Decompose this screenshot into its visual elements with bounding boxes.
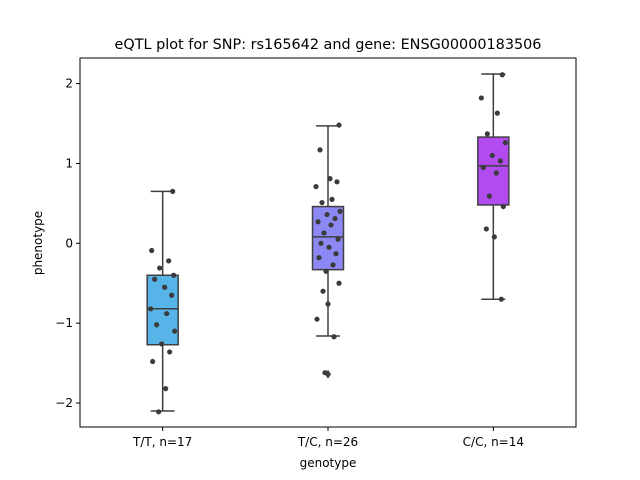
- y-tick-label: −1: [55, 316, 73, 330]
- x-tick-label: T/T, n=17: [132, 435, 192, 449]
- data-point: [314, 316, 320, 322]
- x-axis-label: genotype: [300, 456, 357, 470]
- box-group: [146, 190, 179, 412]
- plot-area: [146, 72, 510, 415]
- data-point: [478, 95, 484, 101]
- data-point: [323, 268, 329, 274]
- data-point: [170, 188, 176, 194]
- chart-title: eQTL plot for SNP: rs165642 and gene: EN…: [115, 37, 542, 53]
- data-point: [483, 226, 489, 232]
- y-tick-label: −2: [55, 396, 73, 410]
- data-point: [315, 219, 321, 225]
- data-point: [494, 110, 500, 116]
- x-axis: T/T, n=17 T/C, n=26 C/C, n=14: [132, 427, 524, 449]
- y-axis-label: phenotype: [31, 211, 45, 275]
- data-point: [497, 158, 503, 164]
- data-point: [330, 262, 336, 268]
- y-tick-label: 0: [65, 236, 73, 250]
- data-point: [502, 140, 508, 146]
- box-group: [311, 125, 345, 379]
- data-point: [332, 215, 338, 222]
- data-point: [321, 230, 327, 236]
- data-point: [154, 322, 160, 328]
- data-point: [313, 183, 319, 190]
- data-point: [327, 176, 333, 182]
- data-point: [152, 276, 158, 282]
- data-point: [171, 272, 177, 278]
- data-point: [162, 284, 168, 290]
- data-point: [325, 301, 331, 307]
- data-point: [335, 236, 341, 242]
- data-point: [331, 334, 337, 340]
- data-point: [167, 349, 173, 355]
- data-point: [498, 296, 504, 302]
- data-point: [480, 164, 486, 171]
- data-point: [326, 244, 332, 250]
- data-point: [316, 255, 322, 261]
- box-group: [477, 73, 510, 300]
- data-point: [329, 196, 335, 202]
- data-point: [166, 258, 172, 264]
- data-point: [150, 358, 156, 365]
- data-point: [324, 211, 330, 218]
- data-point: [156, 409, 162, 415]
- data-point: [164, 310, 170, 317]
- data-point: [336, 122, 342, 128]
- data-point: [333, 251, 339, 257]
- data-point: [499, 72, 505, 78]
- data-point: [334, 179, 340, 185]
- data-point: [328, 222, 334, 228]
- x-tick-label: C/C, n=14: [463, 435, 524, 449]
- data-point: [337, 208, 343, 214]
- data-point: [484, 131, 490, 137]
- data-point: [157, 265, 163, 271]
- y-tick-label: 2: [65, 77, 73, 91]
- data-point: [172, 328, 178, 334]
- data-point: [148, 306, 154, 312]
- data-point: [317, 147, 323, 153]
- data-point: [163, 386, 169, 392]
- data-point: [336, 280, 342, 286]
- data-point: [319, 199, 325, 206]
- data-point: [486, 193, 492, 199]
- data-point: [318, 240, 324, 246]
- data-point: [149, 247, 155, 254]
- data-point: [491, 234, 497, 240]
- data-point: [489, 152, 495, 159]
- data-point: [169, 292, 175, 298]
- y-tick-label: 1: [65, 156, 73, 170]
- data-point: [320, 288, 326, 294]
- data-point: [500, 203, 506, 210]
- x-tick-label: T/C, n=26: [297, 435, 358, 449]
- data-point: [322, 370, 328, 376]
- data-point: [159, 341, 165, 347]
- y-axis: −2 −1 0 1 2: [55, 77, 80, 410]
- data-point: [493, 170, 499, 176]
- iqr-box: [477, 136, 510, 206]
